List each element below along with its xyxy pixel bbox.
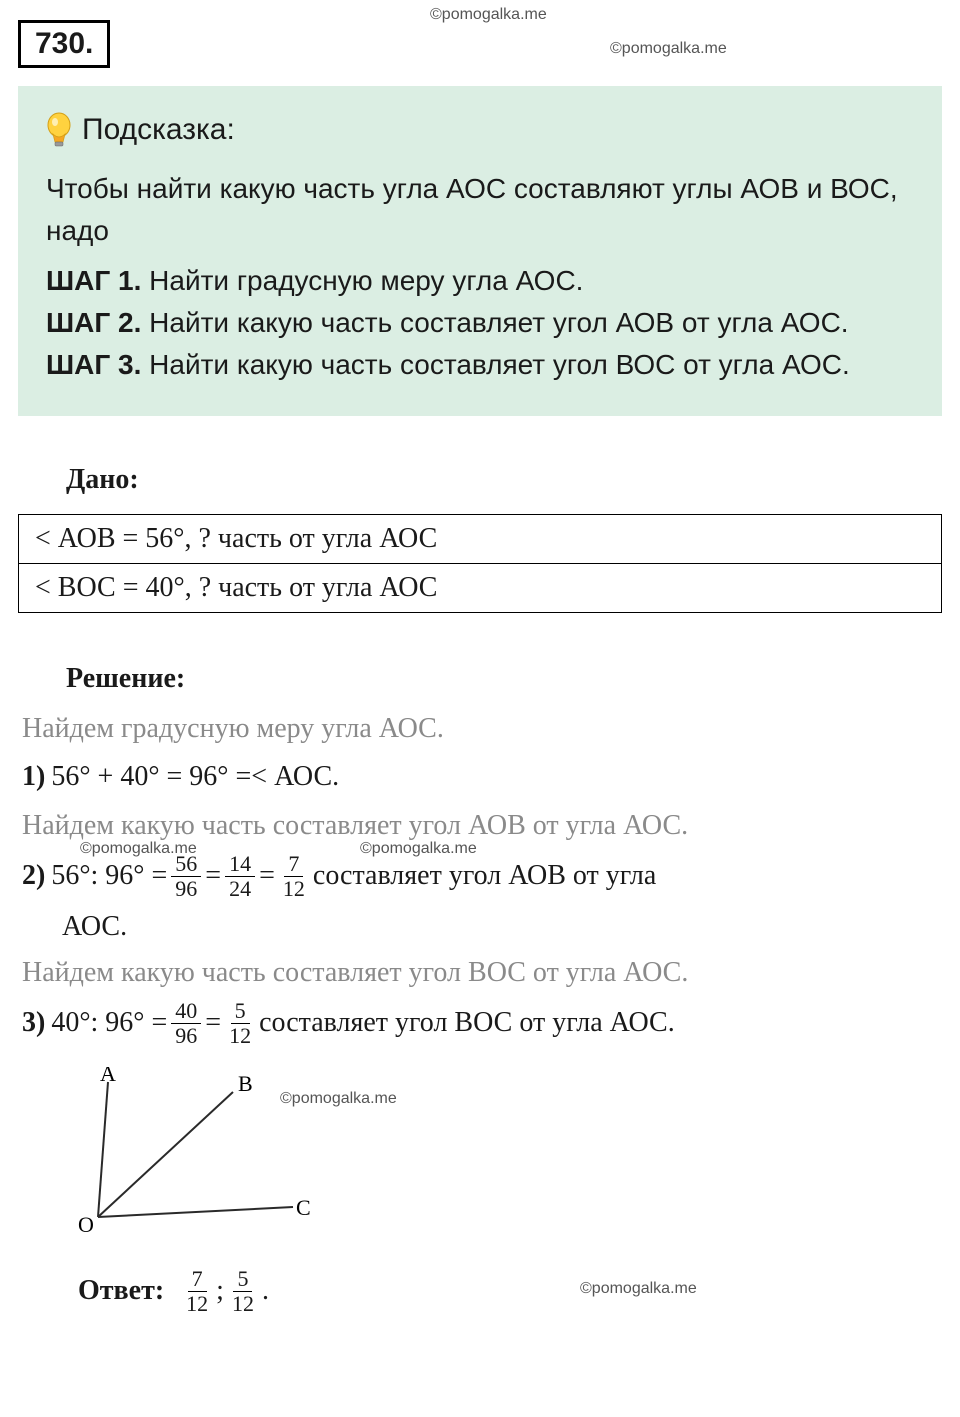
- watermark: ©pomogalka.me: [360, 840, 477, 858]
- solution-line-2: 2) 56°: 96° = 5696 = 1424 = 712 составля…: [22, 852, 942, 901]
- answer-row: Ответ: 712 ; 512 .: [78, 1267, 942, 1316]
- given-header: Дано:: [66, 464, 942, 496]
- solution-intro-1: Найдем градусную меру угла АОС.: [22, 713, 942, 745]
- fraction: 512: [228, 1267, 258, 1316]
- solution-header: Решение:: [66, 663, 942, 695]
- hint-intro: Чтобы найти какую часть угла АОС составл…: [46, 168, 914, 252]
- solution-line-1: 1) 56° + 40° = 96° =< АОС.: [22, 755, 942, 800]
- label-b: B: [238, 1071, 253, 1096]
- label-c: C: [296, 1195, 311, 1220]
- watermark: ©pomogalka.me: [430, 6, 547, 24]
- fraction: 712: [279, 852, 309, 901]
- watermark: ©pomogalka.me: [610, 40, 727, 58]
- fraction: 5696: [171, 852, 201, 901]
- hint-step-1: ШАГ 1. Найти градусную меру угла АОС.: [46, 260, 914, 302]
- lightbulb-icon: [46, 112, 72, 148]
- fraction: 512: [225, 999, 255, 1048]
- solution-intro-3: Найдем какую часть составляет угол ВОС о…: [22, 957, 942, 989]
- given-row: < АОВ = 56°, ? часть от угла АОС: [19, 515, 941, 563]
- hint-step-2: ШАГ 2. Найти какую часть составляет угол…: [46, 302, 914, 344]
- answer-label: Ответ:: [78, 1275, 164, 1307]
- solution-intro-2: Найдем какую часть составляет угол АОВ о…: [22, 810, 942, 842]
- hint-step-3: ШАГ 3. Найти какую часть составляет угол…: [46, 344, 914, 386]
- given-row: < ВОС = 40°, ? часть от угла АОС: [19, 563, 941, 612]
- fraction: 1424: [225, 852, 255, 901]
- label-o: O: [78, 1212, 94, 1237]
- hint-title-row: Подсказка:: [46, 112, 914, 148]
- watermark: ©pomogalka.me: [280, 1090, 397, 1108]
- fraction: 4096: [171, 999, 201, 1048]
- hint-title: Подсказка:: [82, 113, 235, 147]
- given-table: < АОВ = 56°, ? часть от угла АОС < ВОС =…: [18, 514, 942, 613]
- fraction: 712: [182, 1267, 212, 1316]
- watermark: ©pomogalka.me: [80, 840, 197, 858]
- hint-box: Подсказка: Чтобы найти какую часть угла …: [18, 86, 942, 416]
- watermark: ©pomogalka.me: [580, 1280, 697, 1298]
- solution-line-2-cont: АОС.: [62, 911, 942, 943]
- problem-number: 730.: [18, 20, 110, 68]
- angle-diagram: A B O C: [58, 1067, 318, 1237]
- solution-line-3: 3) 40°: 96° = 4096 = 512 составляет угол…: [22, 999, 942, 1048]
- label-a: A: [100, 1067, 116, 1086]
